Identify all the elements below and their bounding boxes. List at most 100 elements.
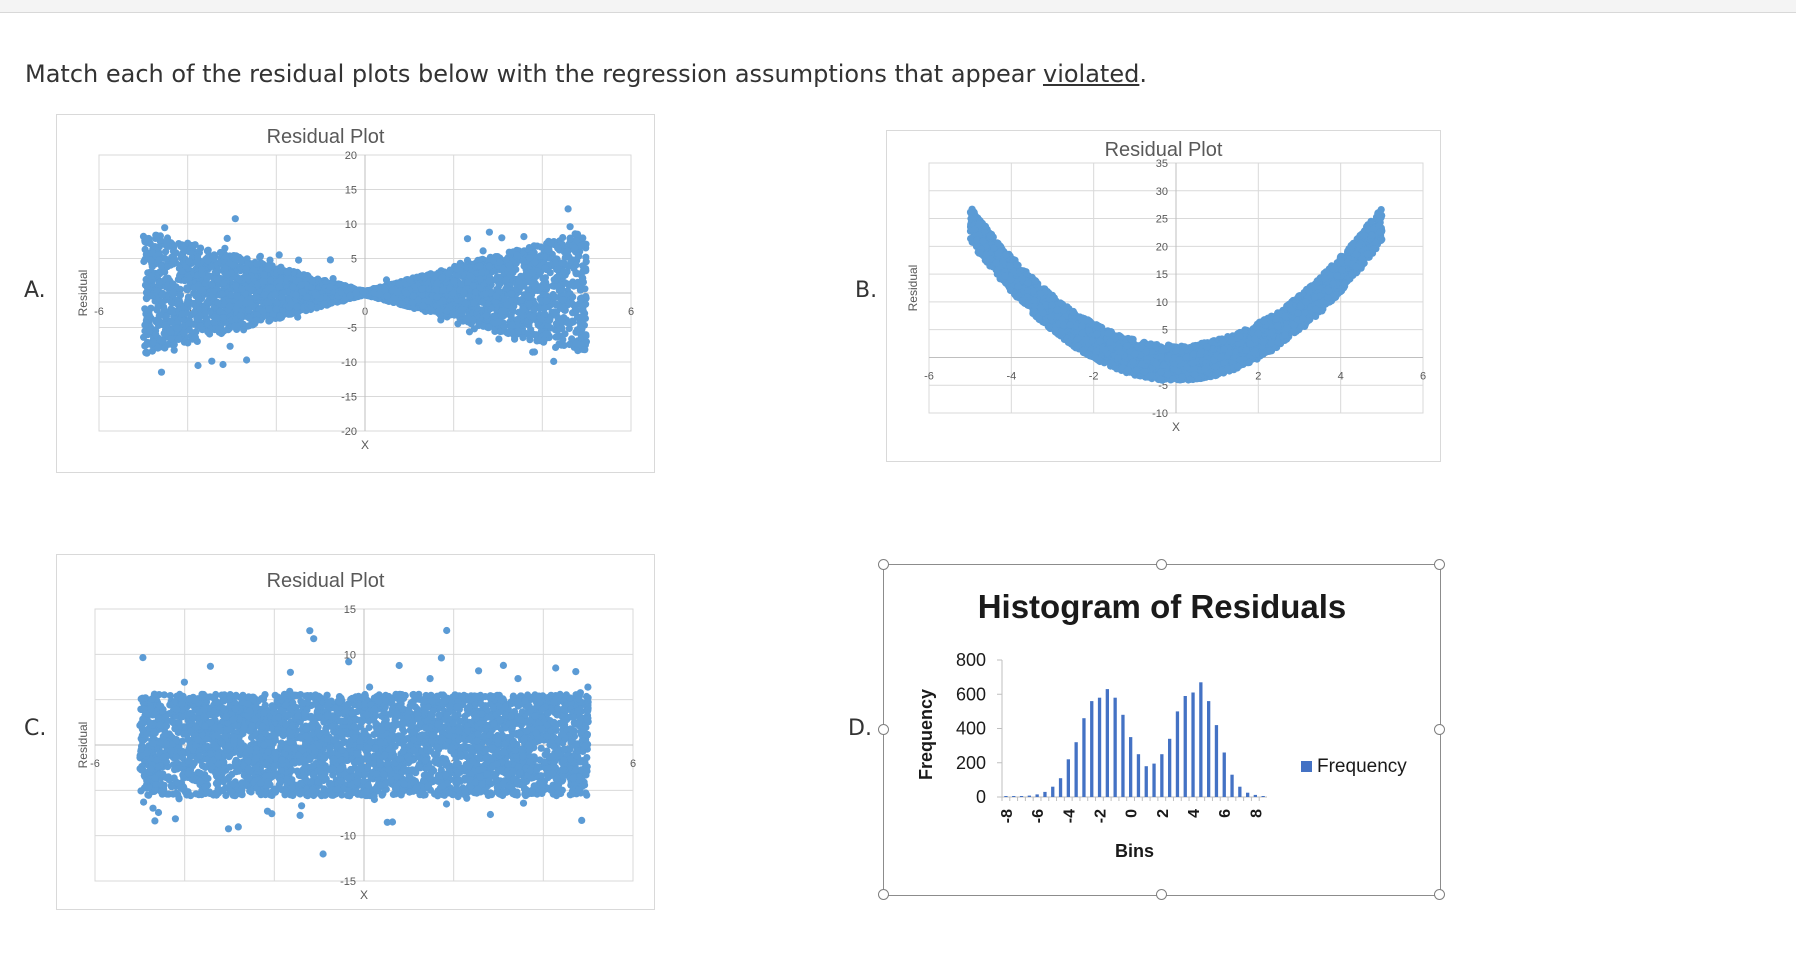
data-point bbox=[276, 312, 284, 320]
data-point bbox=[215, 275, 223, 283]
data-point bbox=[245, 314, 253, 322]
data-point bbox=[259, 308, 267, 316]
data-point bbox=[393, 288, 401, 296]
data-point bbox=[198, 326, 206, 334]
data-point bbox=[266, 256, 274, 264]
prompt-end: . bbox=[1139, 60, 1147, 88]
data-point bbox=[154, 250, 162, 258]
data-point bbox=[275, 251, 283, 259]
prompt-underlined-word: violated bbox=[1042, 60, 1140, 88]
label-d: D. bbox=[848, 716, 872, 741]
data-point bbox=[413, 273, 421, 281]
data-point bbox=[145, 327, 153, 335]
data-point bbox=[147, 272, 155, 280]
data-point bbox=[419, 302, 427, 310]
data-point bbox=[503, 284, 511, 292]
data-point bbox=[328, 299, 336, 307]
data-point bbox=[292, 291, 300, 299]
y-tick-label: 15 bbox=[345, 185, 357, 197]
residual-plot-a: 20151050-5-10-15-20-6-4-20246Residual Pl… bbox=[56, 114, 655, 473]
data-point bbox=[552, 259, 560, 267]
data-point bbox=[540, 305, 548, 313]
data-point bbox=[418, 285, 426, 293]
data-point bbox=[242, 265, 250, 273]
data-point bbox=[471, 288, 480, 296]
data-point bbox=[519, 305, 527, 313]
data-point bbox=[537, 284, 545, 292]
data-point bbox=[219, 360, 227, 369]
data-point bbox=[495, 335, 503, 343]
data-point bbox=[185, 320, 193, 328]
data-point bbox=[219, 314, 228, 322]
data-point bbox=[190, 309, 198, 317]
data-point bbox=[232, 305, 240, 313]
data-point bbox=[229, 261, 237, 269]
data-point bbox=[553, 265, 561, 274]
data-point bbox=[526, 336, 534, 344]
data-point bbox=[550, 282, 558, 290]
data-point bbox=[183, 299, 191, 307]
data-point bbox=[577, 242, 585, 250]
data-point bbox=[579, 313, 587, 321]
data-point bbox=[155, 278, 163, 286]
data-point bbox=[529, 348, 537, 356]
data-point bbox=[485, 262, 493, 270]
data-point bbox=[237, 312, 245, 320]
y-tick-label: 20 bbox=[345, 150, 357, 162]
data-point bbox=[546, 316, 554, 324]
data-point bbox=[541, 310, 549, 318]
data-point bbox=[525, 300, 533, 308]
data-point bbox=[524, 292, 532, 300]
data-point bbox=[568, 335, 576, 343]
y-tick-label: 10 bbox=[345, 219, 357, 231]
data-point bbox=[194, 296, 202, 304]
data-point bbox=[231, 215, 239, 223]
data-point bbox=[256, 253, 264, 261]
data-point bbox=[577, 296, 585, 304]
data-point bbox=[162, 248, 170, 256]
data-point bbox=[184, 293, 192, 301]
data-point bbox=[554, 244, 562, 252]
data-point bbox=[511, 335, 519, 343]
data-point bbox=[558, 296, 567, 304]
data-point bbox=[285, 310, 293, 318]
y-tick-label: 10 bbox=[1156, 297, 1168, 309]
data-point bbox=[566, 223, 574, 231]
data-point bbox=[402, 289, 411, 297]
data-point bbox=[194, 361, 202, 370]
data-point bbox=[211, 268, 219, 276]
data-point bbox=[202, 309, 210, 317]
data-point bbox=[142, 236, 150, 244]
data-point bbox=[155, 256, 163, 264]
data-point bbox=[573, 230, 582, 238]
data-point bbox=[237, 257, 245, 265]
data-point bbox=[582, 338, 591, 346]
data-point bbox=[509, 268, 517, 276]
data-point bbox=[528, 269, 537, 277]
data-point bbox=[352, 289, 360, 297]
data-point bbox=[221, 252, 229, 260]
data-point bbox=[303, 293, 311, 301]
data-point bbox=[519, 334, 527, 342]
data-point bbox=[553, 326, 562, 335]
data-point bbox=[204, 257, 212, 265]
data-point bbox=[450, 277, 458, 285]
data-point bbox=[218, 290, 226, 298]
data-point bbox=[557, 304, 566, 312]
data-point bbox=[443, 307, 451, 315]
data-point bbox=[168, 307, 176, 315]
data-point bbox=[176, 291, 185, 299]
data-point bbox=[573, 281, 581, 289]
data-point bbox=[542, 330, 551, 338]
data-point bbox=[563, 247, 571, 256]
data-point bbox=[485, 228, 493, 236]
x-tick-label: 6 bbox=[628, 306, 634, 318]
data-point bbox=[210, 255, 218, 263]
data-point bbox=[213, 314, 222, 322]
data-point bbox=[299, 288, 307, 296]
data-point bbox=[161, 224, 169, 232]
data-point bbox=[466, 272, 474, 280]
x-tick-label: -6 bbox=[94, 306, 104, 318]
x-tick-label: 4 bbox=[1338, 370, 1344, 382]
data-point bbox=[147, 292, 155, 300]
